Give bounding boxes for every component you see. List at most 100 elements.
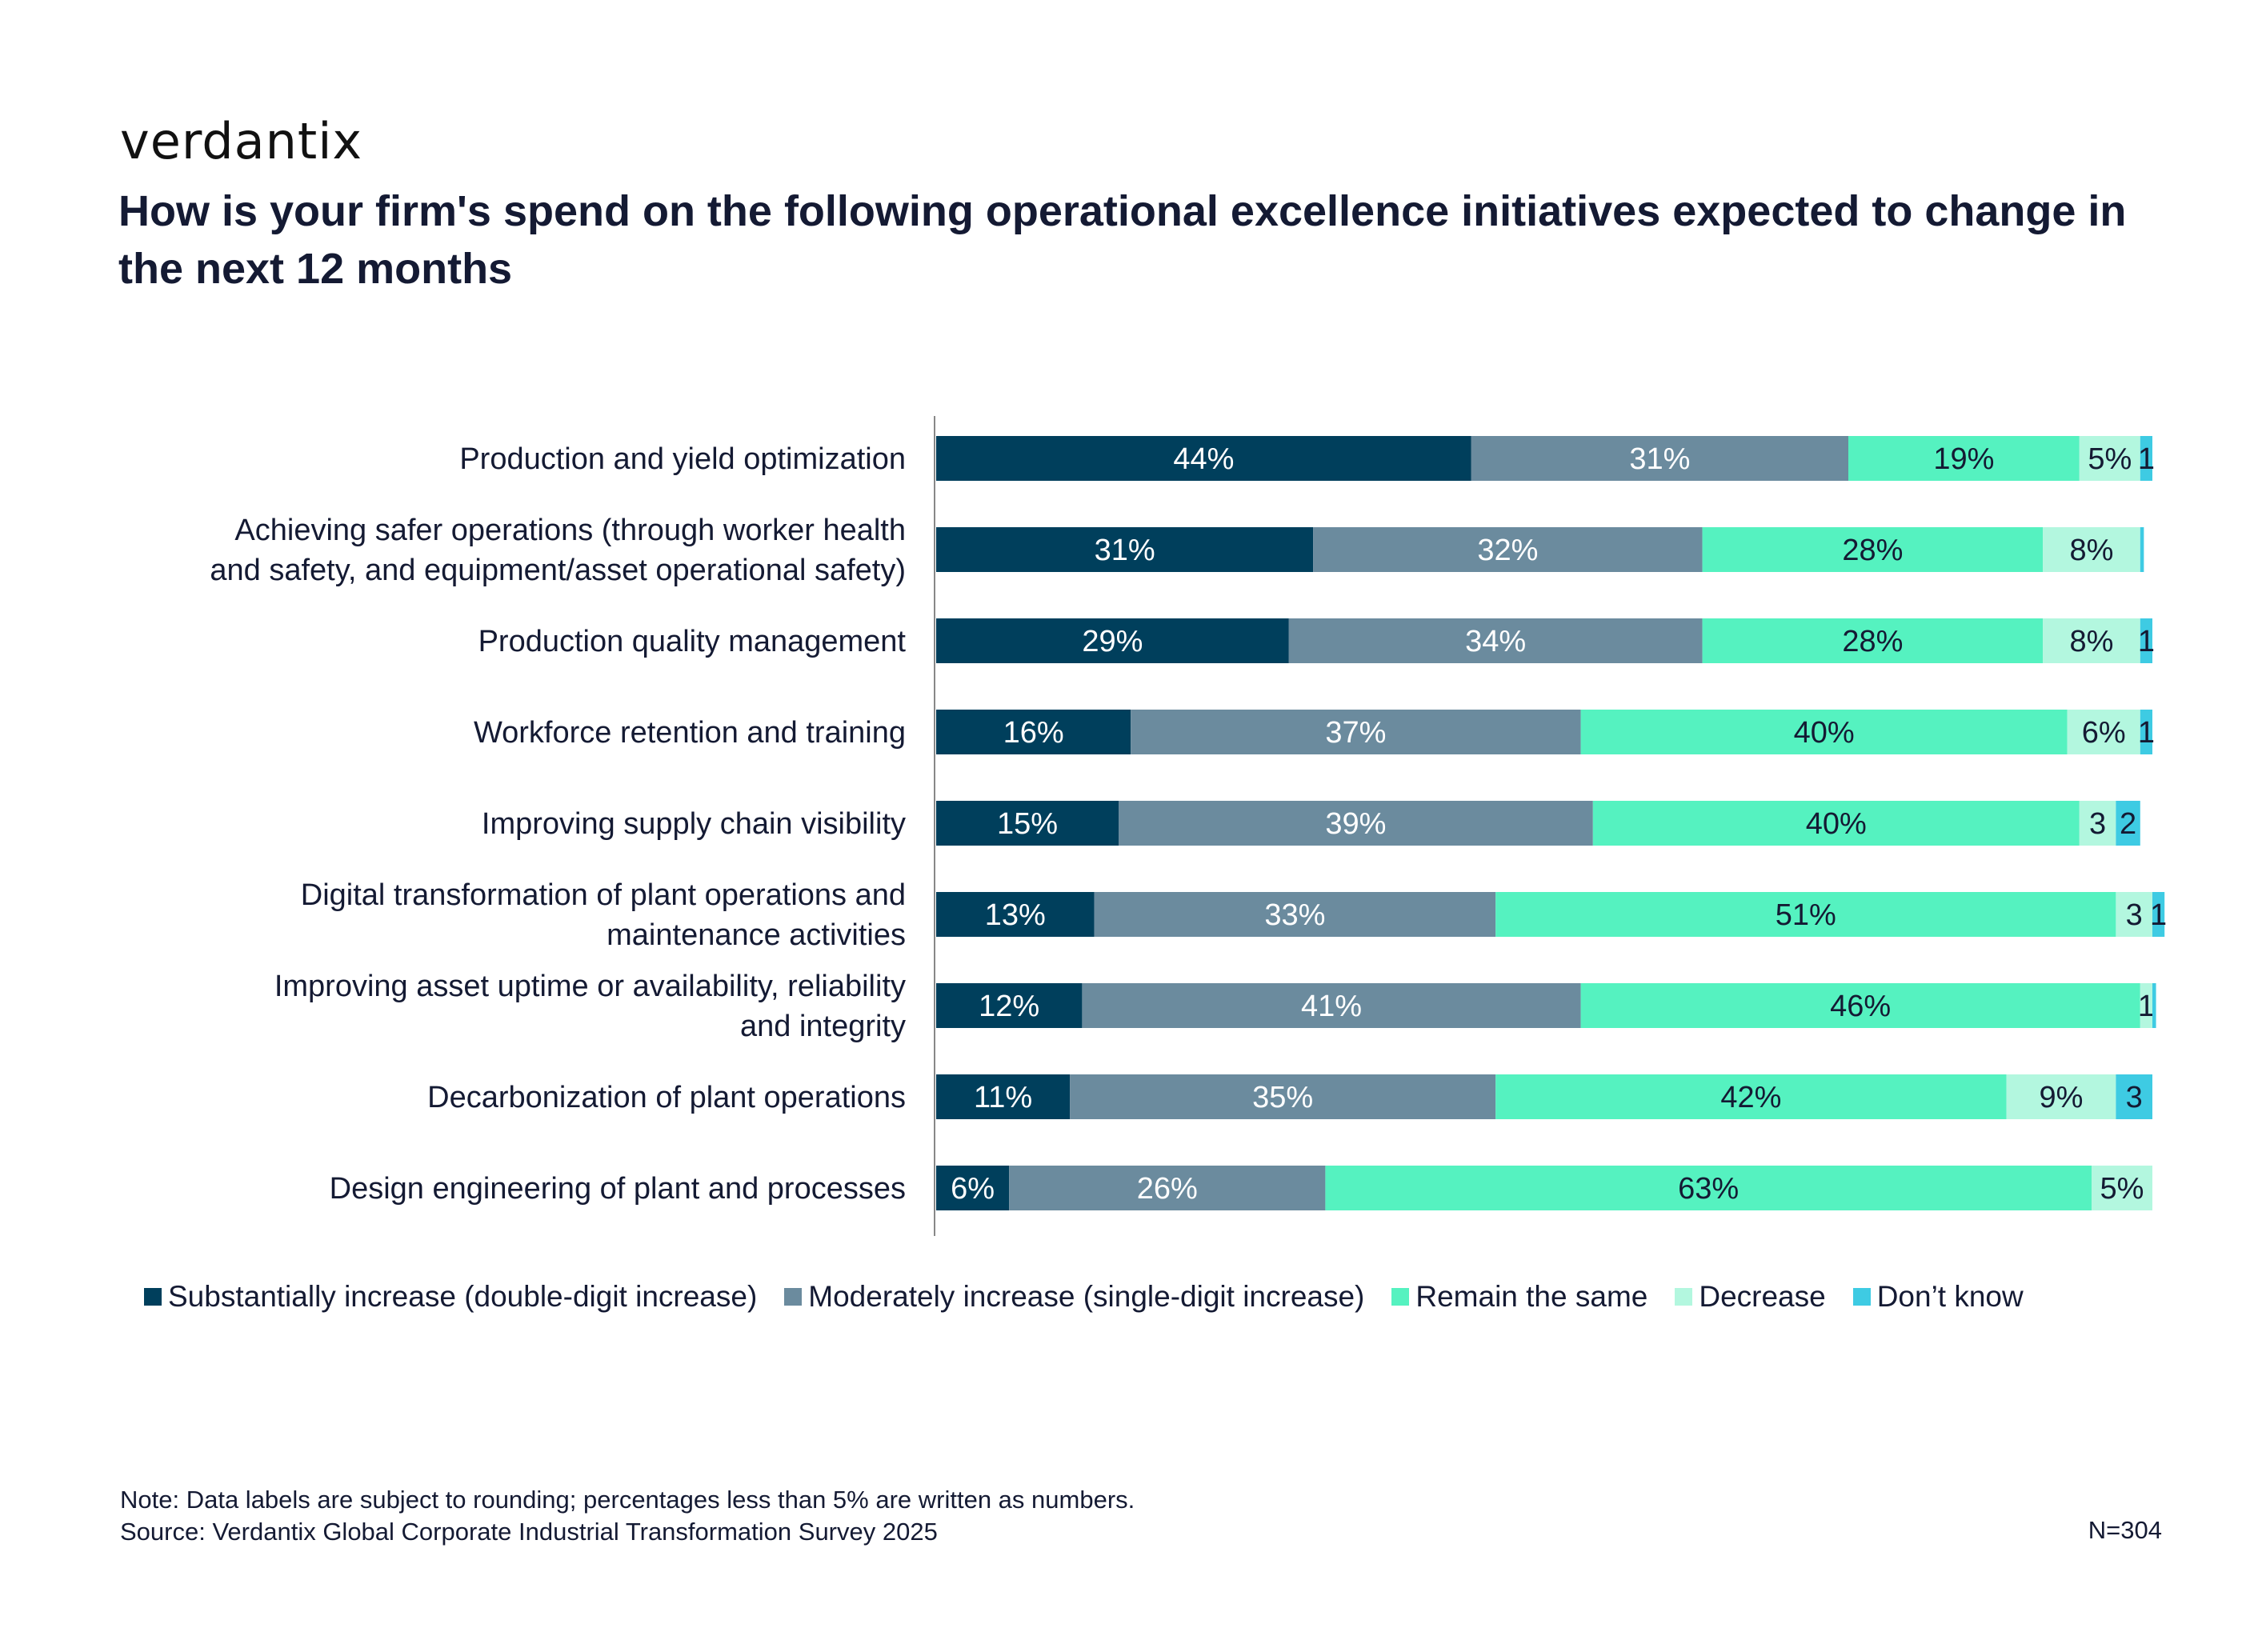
bar-segment	[936, 710, 1131, 754]
data-label: 1	[2138, 625, 2155, 658]
legend-label: Decrease	[1699, 1280, 1826, 1313]
bar-segment	[936, 892, 1095, 937]
data-label: 9%	[2040, 1081, 2084, 1114]
bar-segment	[2079, 436, 2140, 481]
category-label: Decarbonization of plant operations	[427, 1081, 906, 1114]
data-label: 1	[2138, 442, 2155, 476]
bar-segment	[2140, 527, 2144, 572]
bar-segment	[936, 527, 1314, 572]
data-label: 3	[2089, 807, 2106, 841]
bar-segment	[2116, 892, 2152, 937]
category-label: Workforce retention and training	[474, 716, 906, 750]
category-label: Design engineering of plant and processe…	[330, 1172, 906, 1206]
bar-segment	[1313, 527, 1703, 572]
data-label: 29%	[1082, 625, 1143, 658]
data-label: 40%	[1794, 716, 1855, 750]
data-label: 3	[2126, 898, 2143, 932]
data-label: 40%	[1806, 807, 1867, 841]
legend-label: Remain the same	[1415, 1280, 1648, 1313]
sample-size: N=304	[2088, 1516, 2162, 1544]
data-label: 33%	[1264, 898, 1325, 932]
chart-title: How is your firm's spend on the followin…	[118, 187, 2127, 293]
bar-segment	[2152, 892, 2165, 937]
legend-item: Substantially increase (double-digit inc…	[144, 1280, 757, 1314]
category-label: Production and yield optimization	[459, 442, 906, 476]
source-text: Source: Verdantix Global Corporate Indus…	[120, 1518, 938, 1546]
data-label: 26%	[1137, 1172, 1198, 1206]
legend-item: Moderately increase (single-digit increa…	[784, 1280, 1364, 1314]
legend-label: Substantially increase (double-digit inc…	[168, 1280, 758, 1313]
data-label: 46%	[1830, 990, 1891, 1023]
bar-segment	[1580, 983, 2140, 1028]
data-label: 19%	[1933, 442, 1994, 476]
bar-segment	[1702, 527, 2044, 572]
data-label: 41%	[1301, 990, 1362, 1023]
bar-segment	[1119, 801, 1593, 846]
data-label: 37%	[1325, 716, 1386, 750]
legend-swatch	[1852, 1288, 1871, 1306]
category-label: Digital transformation of plant operatio…	[301, 878, 906, 952]
bar-segment	[936, 801, 1119, 846]
data-label: 15%	[997, 807, 1058, 841]
data-label: 5%	[2088, 442, 2132, 476]
bar-segment	[1325, 1166, 2092, 1210]
legend-label: Moderately increase (single-digit increa…	[808, 1280, 1365, 1313]
legend-swatch	[1391, 1288, 1410, 1306]
bar-segment	[1471, 436, 1848, 481]
data-label: 8%	[2070, 625, 2114, 658]
data-label: 16%	[1003, 716, 1064, 750]
bar-segment	[2140, 436, 2152, 481]
data-label: 28%	[1842, 534, 1903, 567]
bar-segment	[1580, 710, 2068, 754]
bar-segment	[2140, 983, 2152, 1028]
bar-segment	[2140, 618, 2152, 663]
brand-logo: verdantix	[120, 112, 363, 170]
legend-swatch	[144, 1288, 162, 1306]
data-label: 8%	[2070, 534, 2114, 567]
bar-segment	[2079, 801, 2116, 846]
bar-segment	[2043, 527, 2140, 572]
legend-item: Decrease	[1675, 1280, 1826, 1314]
legend-swatch	[784, 1288, 803, 1306]
bar-segment	[1495, 1074, 2007, 1119]
bar-segment	[2092, 1166, 2152, 1210]
bar-segment	[2006, 1074, 2116, 1119]
bar-segment	[1009, 1166, 1326, 1210]
category-label: Improving asset uptime or availability, …	[274, 970, 906, 1043]
footnote: Note: Data labels are subject to roundin…	[120, 1484, 1135, 1548]
data-label: 31%	[1095, 534, 1155, 567]
bar-segment	[1702, 618, 2044, 663]
data-label: 1	[2138, 716, 2155, 750]
data-label: 6%	[2082, 716, 2126, 750]
data-label: 6%	[951, 1172, 995, 1206]
bar-segment	[936, 436, 1471, 481]
bar-segment	[2140, 710, 2152, 754]
bar-segment	[936, 1166, 1010, 1210]
data-label: 1	[2138, 990, 2155, 1023]
stacked-bar-chart: Production and yield optimization 44% 31% 1…	[210, 416, 2167, 1236]
bar-segment	[1070, 1074, 1496, 1119]
bar-segment	[936, 1074, 1071, 1119]
bar-segment	[1495, 892, 2116, 937]
category-label: Improving supply chain visibility	[482, 807, 906, 841]
category-label: Achieving safer operations (through work…	[210, 514, 906, 587]
data-label: 13%	[985, 898, 1046, 932]
data-label: 11%	[974, 1081, 1032, 1114]
data-label: 1	[2150, 898, 2167, 932]
bar-segment	[936, 983, 1083, 1028]
data-label: 32%	[1477, 534, 1538, 567]
legend-item: Remain the same	[1391, 1280, 1647, 1314]
data-label: 35%	[1252, 1081, 1313, 1114]
data-label: 31%	[1629, 442, 1690, 476]
bar-segment	[1848, 436, 2080, 481]
legend-item: Don’t know	[1852, 1280, 2024, 1314]
data-label: 42%	[1720, 1081, 1781, 1114]
chart-legend: Substantially increase (double-digit inc…	[144, 1280, 2024, 1314]
data-label: 5%	[2100, 1172, 2144, 1206]
note-text: Note: Data labels are subject to roundin…	[120, 1486, 1135, 1514]
data-label: 12%	[979, 990, 1039, 1023]
bar-segment	[1131, 710, 1581, 754]
bar-segment	[2116, 1074, 2152, 1119]
bar-segment	[2152, 983, 2156, 1028]
bar-segment	[1094, 892, 1496, 937]
